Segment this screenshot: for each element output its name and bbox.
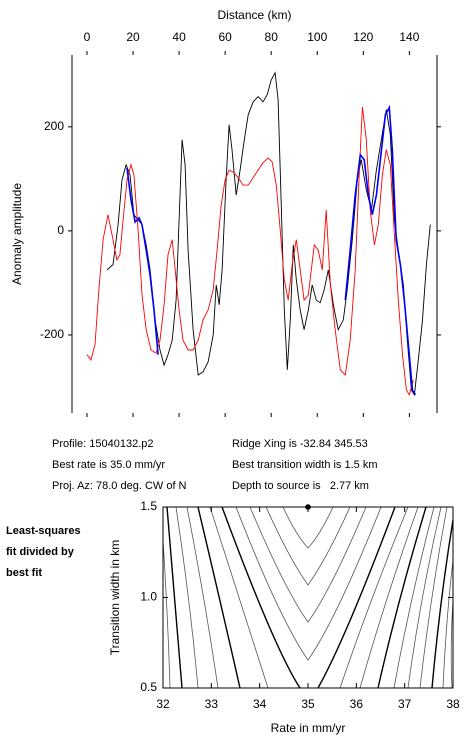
- x-tick-label: 140: [399, 30, 419, 44]
- annotation: Ridge Xing is -32.84 345.53: [232, 438, 368, 450]
- x-tick-label: 37: [398, 697, 412, 711]
- annotation: Profile: 15040132.p2: [52, 438, 154, 450]
- y-tick-label: 1.5: [140, 499, 157, 513]
- data-line: [86, 106, 414, 396]
- contour-line: [175, 506, 199, 689]
- y-tick-label: 200: [44, 119, 64, 133]
- contour-line: [442, 559, 454, 689]
- x-tick-label: 100: [307, 30, 327, 44]
- x-tick-label: 36: [350, 697, 364, 711]
- side-label: fit divided by: [6, 546, 75, 558]
- contour-line: [450, 599, 454, 689]
- contour-line: [393, 506, 435, 689]
- best-fit-point: [305, 504, 311, 510]
- contour-line: [359, 506, 419, 689]
- contour-line: [166, 506, 183, 689]
- contour-line: [317, 506, 396, 689]
- side-label: best fit: [6, 567, 42, 579]
- y-tick-label: 0.5: [140, 680, 157, 694]
- x-axis-title: Distance (km): [217, 8, 291, 22]
- y-tick-label: -200: [40, 327, 64, 341]
- contour-line: [419, 506, 448, 689]
- contour-line: [265, 506, 351, 586]
- y-axis-title: Transition width in km: [108, 540, 122, 656]
- x-tick-label: 33: [205, 697, 219, 711]
- x-tick-label: 38: [446, 697, 460, 711]
- x-tick-label: 35: [301, 697, 315, 711]
- contour-line: [209, 506, 269, 689]
- data-line: [126, 104, 417, 396]
- contour-line: [377, 506, 427, 689]
- x-axis-title: Rate in mm/yr: [271, 721, 346, 735]
- contour-line: [197, 506, 241, 689]
- side-label: Least-squares: [6, 525, 81, 537]
- data-line: [106, 71, 431, 397]
- x-tick-label: 80: [265, 30, 279, 44]
- contour-line: [235, 506, 382, 661]
- contour-line: [282, 506, 334, 549]
- contour-line: [221, 506, 301, 689]
- x-tick-label: 40: [172, 30, 186, 44]
- x-tick-label: 0: [84, 30, 91, 44]
- contour-line: [162, 539, 171, 689]
- contour-line: [407, 506, 442, 689]
- annotation: Depth to source is 2.77 km: [232, 480, 369, 492]
- y-tick-label: 1.0: [140, 590, 157, 604]
- annotation: Best rate is 35.0 mm/yr: [52, 459, 165, 471]
- x-tick-label: 34: [253, 697, 267, 711]
- contour-lines: [162, 506, 454, 689]
- x-tick-label: 120: [353, 30, 373, 44]
- annotation: Proj. Az: 78.0 deg. CW of N: [52, 480, 187, 492]
- x-tick-label: 20: [126, 30, 140, 44]
- contour-line: [339, 506, 409, 689]
- x-tick-label: 32: [156, 697, 170, 711]
- contour-line: [249, 506, 367, 623]
- y-tick-label: 0: [57, 223, 64, 237]
- y-axis-title: Anomaly amplitude: [10, 183, 24, 285]
- contour-line: [431, 519, 454, 689]
- x-tick-label: 60: [218, 30, 232, 44]
- annotation: Best transition width is 1.5 km: [232, 459, 378, 471]
- contour-line: [186, 506, 219, 689]
